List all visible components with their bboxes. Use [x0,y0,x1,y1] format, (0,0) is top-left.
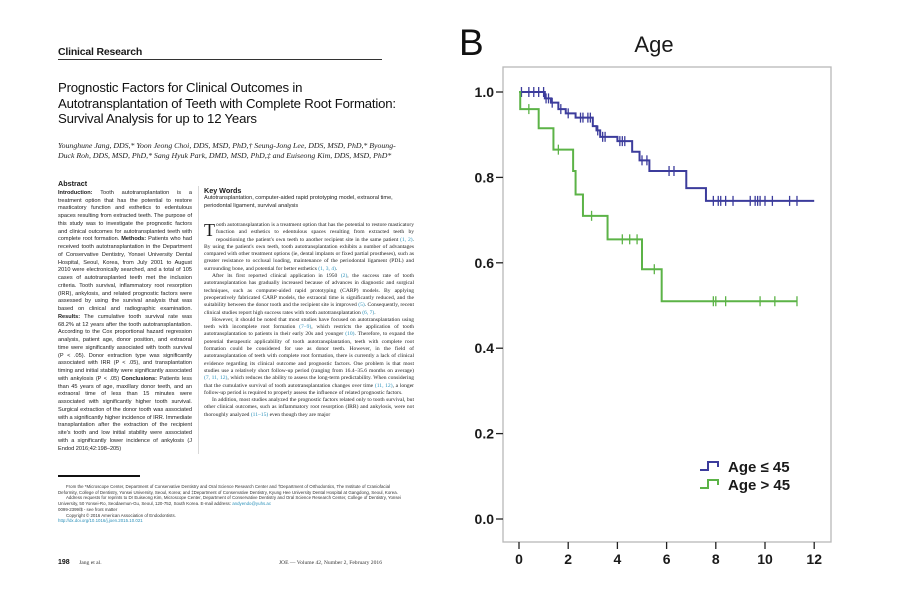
abstract-conclusions: Patients less than 45 years of age, maxi… [58,375,193,452]
y-tick-label: 0.6 [475,255,495,271]
y-tick-label: 0.0 [475,511,495,527]
abstract-conclusions-label: Conclusions: [121,375,157,382]
y-tick-label: 0.8 [475,169,495,185]
x-tick-label: 10 [757,551,773,567]
correspondence-address: Address requests for reprints to Dr Euis… [58,495,401,507]
series-age-45-or-under [519,87,815,206]
body-paragraph: However, it should be noted that most st… [204,316,415,396]
keywords-heading: Key Words [204,186,242,195]
body-paragraph: After its first reported clinical applic… [204,273,414,316]
survival-curve [519,91,815,202]
x-tick-label: 0 [515,551,523,567]
footnotes: From the *Microscope Center, Department … [58,484,403,524]
drop-cap: T [204,220,215,240]
citation-link[interactable]: (10) [345,331,355,338]
abstract-results-label: Results: [58,313,81,320]
x-tick-label: 2 [564,551,572,567]
y-tick-label: 1.0 [475,84,495,100]
author-list: Younghune Jang, DDS,* Yoon Jeong Choi, D… [58,141,396,160]
abstract: Abstract Introduction: Tooth autotranspl… [58,180,192,453]
citation-link[interactable]: (1, 3, 4) [318,265,336,272]
legend-swatch-icon [700,479,719,489]
x-tick-label: 6 [663,551,671,567]
journal-reference: JOE — Volume 42, Number 2, February 2016 [278,560,382,566]
y-tick-label: 0.4 [475,340,495,356]
citation-link[interactable]: (11–15) [250,411,269,418]
abstract-results: The cumulative tooth survival rate was 6… [58,313,193,382]
email-link[interactable]: andyendo@yuhs.ac [232,501,272,507]
x-axis: 0 2 4 6 8 10 12 [515,542,822,567]
series-layer [519,87,815,307]
page-footer: 198 Jang et al. JOE — Volume 42, Number … [58,559,382,566]
citation-link[interactable]: (6, 7) [362,309,375,316]
abstract-methods-label: Methods: [121,236,147,243]
abstract-heading: Abstract [58,179,88,188]
chart-title: Age [634,32,673,57]
footnote-divider [58,475,140,477]
x-tick-label: 8 [712,551,720,567]
body-paragraph: In addition, most studies analyzed the p… [204,397,414,418]
affiliations: From the *Microscope Center, Department … [58,484,398,495]
article-page: Clinical Research Prognostic Factors for… [58,46,415,566]
abstract-intro-label: Introduction: [58,189,93,196]
legend-label: Age ≤ 45 [728,459,790,476]
running-author: Jang et al. [79,560,102,566]
x-tick-label: 12 [806,551,822,567]
series-age-over-45 [519,91,798,307]
citation-link[interactable]: (11, 12) [374,382,393,389]
survival-curve [519,91,797,303]
abstract-methods: Patients who had received tooth autotran… [58,236,192,312]
paper-title: Prognostic Factors for Clinical Outcomes… [58,80,396,126]
abstract-intro: Tooth autotransplantation is a treatment… [58,189,192,243]
doi-link[interactable]: http://dx.doi.org/10.1016/j.joen.2015.10… [58,518,143,524]
panel-letter: B [459,22,484,63]
keywords: Key Words Autotransplantation, computer-… [204,187,414,210]
citation-link[interactable]: (1, 2) [400,236,413,243]
legend-swatch-icon [700,461,719,471]
copyright: Copyright © 2016 American Association of… [66,512,176,518]
citation-link[interactable]: (2) [340,273,348,280]
legend-label: Age > 45 [728,477,790,494]
citation-link[interactable]: (7–9) [299,324,312,331]
page-number: 198 [58,559,70,566]
keywords-text: Autotransplantation, computer-aided rapi… [204,195,393,209]
citation-link[interactable]: (7, 11, 12) [204,375,228,382]
x-tick-label: 4 [614,551,622,567]
section-label: Clinical Research [58,46,143,58]
y-axis: 0.0 0.2 0.4 0.6 0.8 1.0 [475,84,503,527]
column-divider [198,186,199,454]
citation-link[interactable]: (5) [358,302,365,309]
section-divider [58,59,382,60]
y-tick-label: 0.2 [475,426,495,442]
issn: 0099-2399/$ - see front matter [58,506,118,512]
